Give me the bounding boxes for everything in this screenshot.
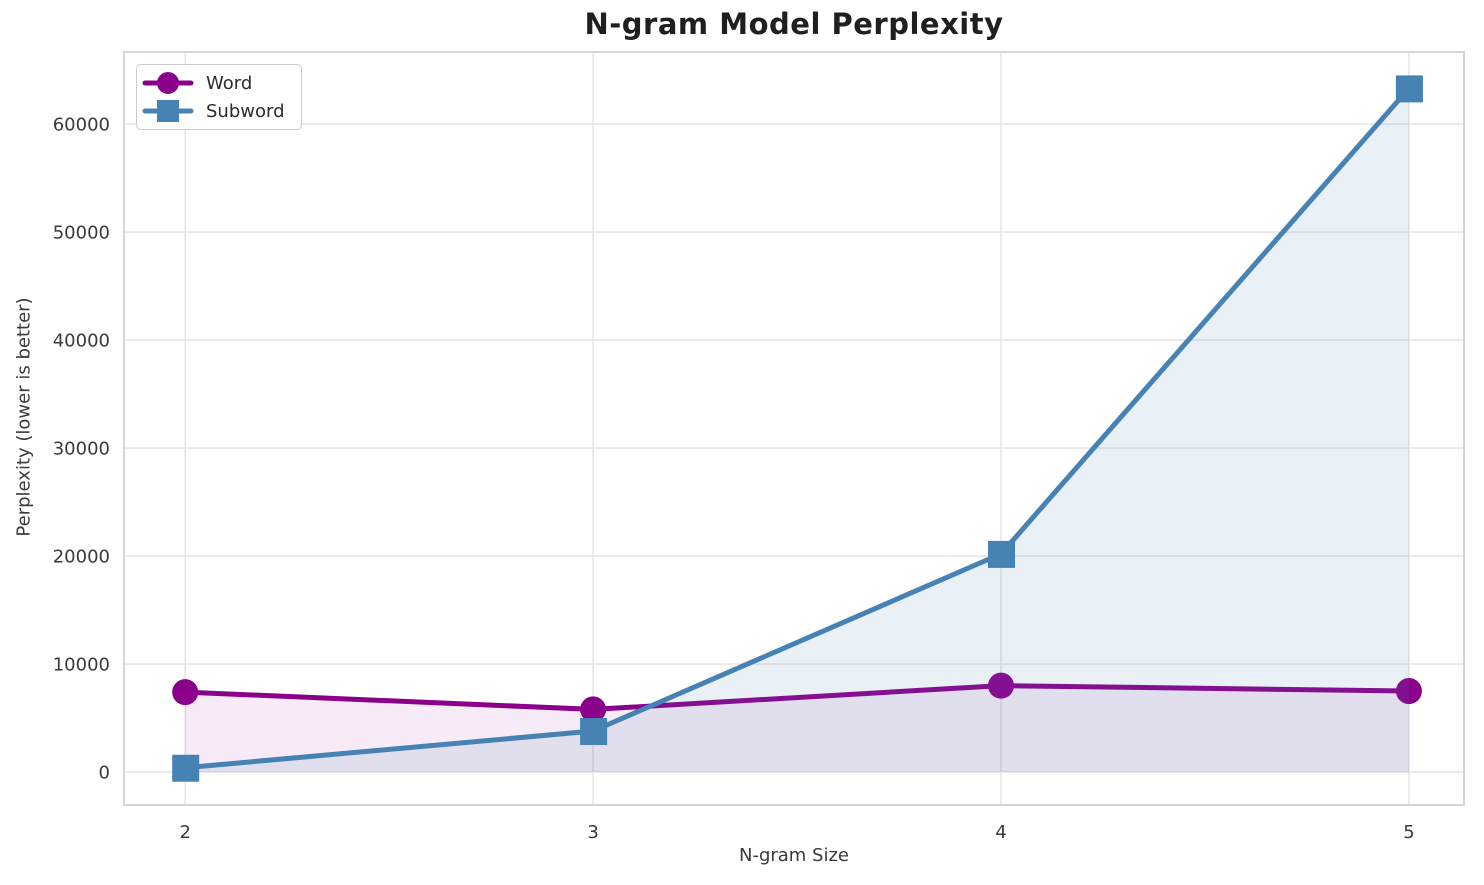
- series-fill-subword: [185, 88, 1409, 773]
- x-tick-label: 4: [995, 822, 1006, 843]
- data-point-word-3: [580, 696, 607, 723]
- y-tick-label: 40000: [53, 331, 110, 352]
- data-point-word-5: [1395, 678, 1422, 705]
- legend: Word Subword: [136, 64, 302, 130]
- series-line-word: [182, 683, 1412, 712]
- data-point-subword-2: [172, 754, 200, 782]
- data-point-subword-5: [1395, 75, 1423, 103]
- series-line-subword: [182, 85, 1412, 771]
- x-tick-label: 5: [1403, 822, 1414, 843]
- data-point-subword-3: [580, 718, 608, 746]
- y-tick-label: 10000: [53, 655, 110, 676]
- y-axis-label: Perplexity (lower is better): [13, 297, 35, 537]
- plot-background: [124, 52, 1464, 805]
- y-tick-label: 60000: [53, 115, 110, 136]
- legend-label-word: Word: [206, 72, 253, 94]
- data-point-word-4: [988, 672, 1015, 699]
- y-tick-label: 20000: [53, 547, 110, 568]
- y-tick-label: 0: [99, 763, 110, 784]
- chart-title: N-gram Model Perplexity: [584, 7, 1004, 41]
- legend-label-subword: Subword: [206, 100, 285, 122]
- legend-item-subword: Subword: [142, 97, 293, 125]
- y-tick-label: 50000: [53, 223, 110, 244]
- legend-square-marker-icon: [142, 100, 194, 122]
- data-point-word-2: [172, 679, 199, 706]
- x-tick-label: 3: [587, 822, 598, 843]
- data-point-subword-4: [988, 540, 1016, 568]
- plot-frame: [123, 51, 1465, 806]
- x-tick-label: 2: [179, 822, 190, 843]
- legend-item-word: Word: [142, 69, 293, 97]
- x-axis-label: N-gram Size: [738, 845, 850, 866]
- y-tick-label: 30000: [53, 439, 110, 460]
- legend-circle-marker-icon: [142, 72, 194, 94]
